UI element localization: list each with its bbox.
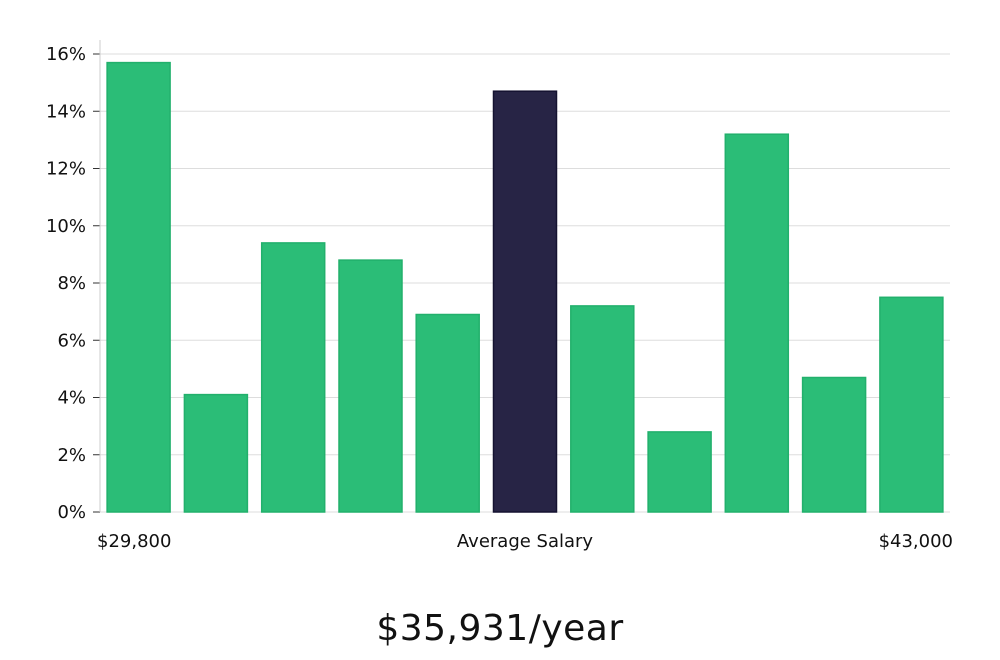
x-label-average: Average Salary [457, 531, 594, 552]
bar [106, 61, 171, 513]
y-tick-label: 8% [57, 273, 86, 294]
bar [801, 376, 867, 513]
y-tick-label: 10% [46, 216, 86, 237]
y-tick-label: 6% [57, 330, 86, 351]
salary-histogram: 0% 2% 4% 6% 8% 10% 12% 14% 16% $29,800 Average S… [46, 40, 953, 552]
y-tick-label: 4% [57, 388, 86, 409]
bar [415, 313, 480, 513]
y-tick-label: 0% [57, 502, 86, 523]
bar [338, 259, 403, 513]
bar [879, 296, 944, 513]
average-salary-value: $35,931/year [376, 608, 624, 649]
y-tick-labels: 0% 2% 4% 6% 8% 10% 12% 14% 16% [46, 44, 86, 523]
y-tick-label: 14% [46, 101, 86, 122]
y-tick-label: 2% [57, 445, 86, 466]
x-label-max: $43,000 [879, 531, 953, 552]
bar [183, 393, 249, 513]
bar [647, 431, 712, 513]
bars [106, 61, 944, 513]
bar [260, 242, 326, 513]
bar [724, 133, 790, 513]
bar [570, 305, 635, 513]
axes [93, 40, 101, 513]
bar-average-salary [492, 90, 558, 513]
x-labels: $29,800 Average Salary $43,000 [97, 531, 953, 552]
y-tick-label: 16% [46, 44, 86, 65]
y-tick-label: 12% [46, 159, 86, 180]
x-label-min: $29,800 [97, 531, 171, 552]
